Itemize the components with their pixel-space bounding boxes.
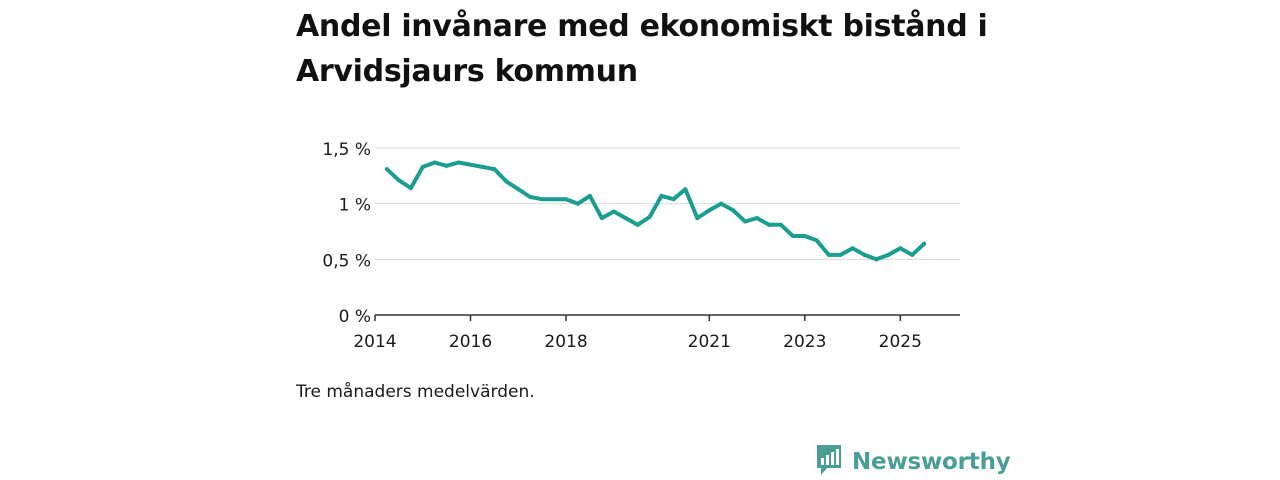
data-point — [838, 252, 843, 257]
newsworthy-logo-icon — [815, 444, 843, 480]
data-point — [611, 209, 616, 214]
data-point — [540, 197, 545, 202]
data-point — [647, 215, 652, 220]
data-point — [922, 241, 927, 246]
x-tick-label: 2025 — [879, 332, 922, 352]
data-point — [492, 167, 497, 172]
data-point — [910, 252, 915, 257]
data-point — [886, 252, 891, 257]
data-point — [898, 246, 903, 251]
data-point — [444, 163, 449, 168]
data-point — [528, 194, 533, 199]
series-layer — [384, 160, 927, 262]
data-point — [695, 216, 700, 221]
data-point — [468, 162, 473, 167]
data-point — [623, 216, 628, 221]
x-tick-label: 2023 — [783, 332, 826, 352]
y-tick-label: 1 % — [339, 196, 371, 216]
grid-lines — [375, 147, 960, 260]
data-point — [456, 160, 461, 165]
data-point — [755, 216, 760, 221]
data-point — [408, 186, 413, 191]
x-tick-label: 2016 — [449, 332, 492, 352]
data-point — [516, 187, 521, 192]
chart-note: Tre månaders medelvärden. — [296, 382, 535, 402]
data-point — [635, 222, 640, 227]
data-point — [874, 257, 879, 262]
x-axis-labels: 2014 2016 2018 2021 2023 2025 — [353, 332, 922, 352]
data-point — [420, 164, 425, 169]
y-axis-labels: 0 % 0,5 % 1 % 1,5 % — [322, 140, 371, 327]
data-point — [778, 222, 783, 227]
data-point — [850, 246, 855, 251]
data-point — [659, 193, 664, 198]
chart-title: Andel invånare med ekonomiskt bistånd i … — [296, 9, 988, 89]
data-point — [743, 219, 748, 224]
x-axis — [374, 314, 960, 321]
data-point — [814, 238, 819, 243]
data-point — [683, 187, 688, 192]
data-point — [552, 197, 557, 202]
data-point — [731, 208, 736, 213]
data-point — [862, 252, 867, 257]
x-tick-label: 2014 — [353, 332, 396, 352]
y-tick-label: 0,5 % — [322, 251, 371, 271]
data-point — [802, 233, 807, 238]
y-tick-label: 0 % — [339, 307, 371, 327]
brand-name: Newsworthy — [852, 449, 1011, 475]
y-tick-label: 1,5 % — [322, 140, 371, 160]
data-point — [504, 179, 509, 184]
data-point — [766, 222, 771, 227]
brand-logo[interactable]: Newsworthy — [815, 444, 1011, 480]
x-tick-label: 2021 — [688, 332, 731, 352]
data-point — [707, 208, 712, 213]
x-tick-label: 2018 — [544, 332, 587, 352]
data-point — [432, 160, 437, 165]
data-point — [575, 201, 580, 206]
data-point — [790, 233, 795, 238]
data-point — [587, 193, 592, 198]
data-point — [396, 178, 401, 183]
data-point — [564, 197, 569, 202]
data-point — [384, 167, 389, 172]
data-point — [599, 216, 604, 221]
series-line — [384, 160, 927, 262]
data-point — [671, 197, 676, 202]
data-point — [480, 164, 485, 169]
data-point — [719, 201, 724, 206]
data-point — [826, 252, 831, 257]
